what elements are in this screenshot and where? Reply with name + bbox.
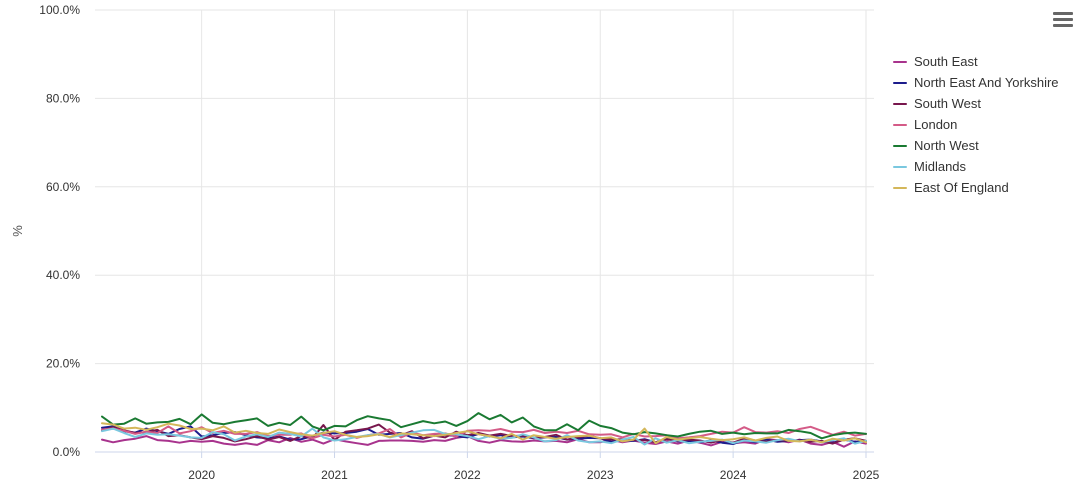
legend-label: South West [914,96,981,111]
legend-label: South East [914,54,978,69]
legend-item-south-west[interactable]: South West [893,93,1059,114]
legend-item-north-west[interactable]: North West [893,135,1059,156]
legend-swatch [893,102,907,105]
y-axis-ticks: 0.0% 20.0% 40.0% 60.0% 80.0% 100.0% [39,3,80,459]
series-line-midlands [101,427,867,446]
legend-item-midlands[interactable]: Midlands [893,156,1059,177]
grid-lines [95,9,874,458]
y-tick-label: 20.0% [46,357,80,371]
x-tick-label: 2023 [587,468,614,482]
y-tick-label: 0.0% [53,445,81,459]
legend-swatch [893,186,907,189]
y-tick-label: 100.0% [39,3,80,17]
legend-item-south-east[interactable]: South East [893,51,1059,72]
legend-label: London [914,117,958,132]
x-tick-label: 2024 [720,468,747,482]
legend-label: North East And Yorkshire [914,75,1059,90]
x-tick-label: 2021 [321,468,348,482]
series-line-london [101,425,867,440]
x-tick-label: 2022 [454,468,481,482]
legend-swatch [893,60,907,63]
legend-item-north-east-and-yorkshire[interactable]: North East And Yorkshire [893,72,1059,93]
legend-label: North West [914,138,979,153]
x-tick-label: 2025 [853,468,880,482]
legend-item-london[interactable]: London [893,114,1059,135]
legend-swatch [893,123,907,126]
series-line-east-of-england [101,422,867,445]
x-axis-ticks: 2020 2021 2022 2023 2024 2025 [188,468,879,482]
legend-swatch [893,81,907,84]
legend-swatch [893,165,907,168]
x-tick-label: 2020 [188,468,215,482]
legend-label: Midlands [914,159,967,174]
legend-item-east-of-england[interactable]: East Of England [893,177,1059,198]
series-lines [101,412,867,448]
legend: South East North East And Yorkshire South … [893,51,1059,198]
y-tick-label: 60.0% [46,180,80,194]
legend-swatch [893,144,907,147]
y-tick-label: 80.0% [46,91,80,105]
series-line-north-west [101,412,867,440]
y-axis-title: % [10,225,25,237]
legend-label: East Of England [914,180,1009,195]
hamburger-menu-icon[interactable] [1053,12,1073,30]
y-tick-label: 40.0% [46,268,80,282]
